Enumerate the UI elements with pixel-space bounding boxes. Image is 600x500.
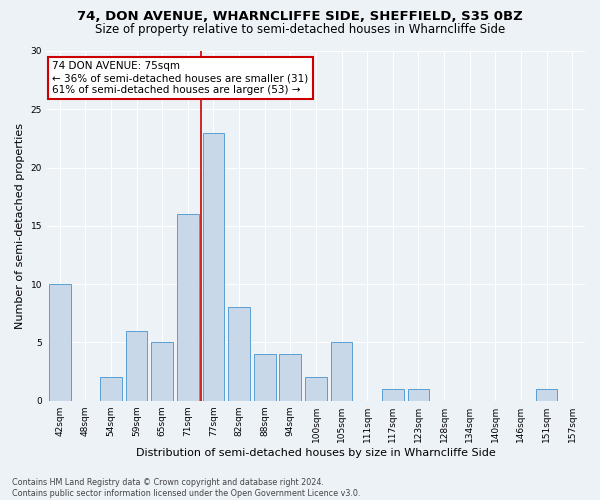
Bar xyxy=(382,389,404,400)
Bar xyxy=(100,378,122,400)
Bar xyxy=(305,378,327,400)
Bar xyxy=(126,331,148,400)
Bar xyxy=(280,354,301,401)
Text: 74 DON AVENUE: 75sqm
← 36% of semi-detached houses are smaller (31)
61% of semi-: 74 DON AVENUE: 75sqm ← 36% of semi-detac… xyxy=(52,62,308,94)
Y-axis label: Number of semi-detached properties: Number of semi-detached properties xyxy=(15,123,25,329)
Bar xyxy=(254,354,275,401)
Bar xyxy=(203,132,224,400)
Bar xyxy=(151,342,173,400)
Bar xyxy=(331,342,352,400)
Text: Size of property relative to semi-detached houses in Wharncliffe Side: Size of property relative to semi-detach… xyxy=(95,22,505,36)
Text: 74, DON AVENUE, WHARNCLIFFE SIDE, SHEFFIELD, S35 0BZ: 74, DON AVENUE, WHARNCLIFFE SIDE, SHEFFI… xyxy=(77,10,523,23)
Bar xyxy=(228,308,250,400)
Bar xyxy=(536,389,557,400)
Text: Contains HM Land Registry data © Crown copyright and database right 2024.
Contai: Contains HM Land Registry data © Crown c… xyxy=(12,478,361,498)
Bar xyxy=(49,284,71,401)
Bar xyxy=(177,214,199,400)
X-axis label: Distribution of semi-detached houses by size in Wharncliffe Side: Distribution of semi-detached houses by … xyxy=(136,448,496,458)
Bar xyxy=(407,389,430,400)
